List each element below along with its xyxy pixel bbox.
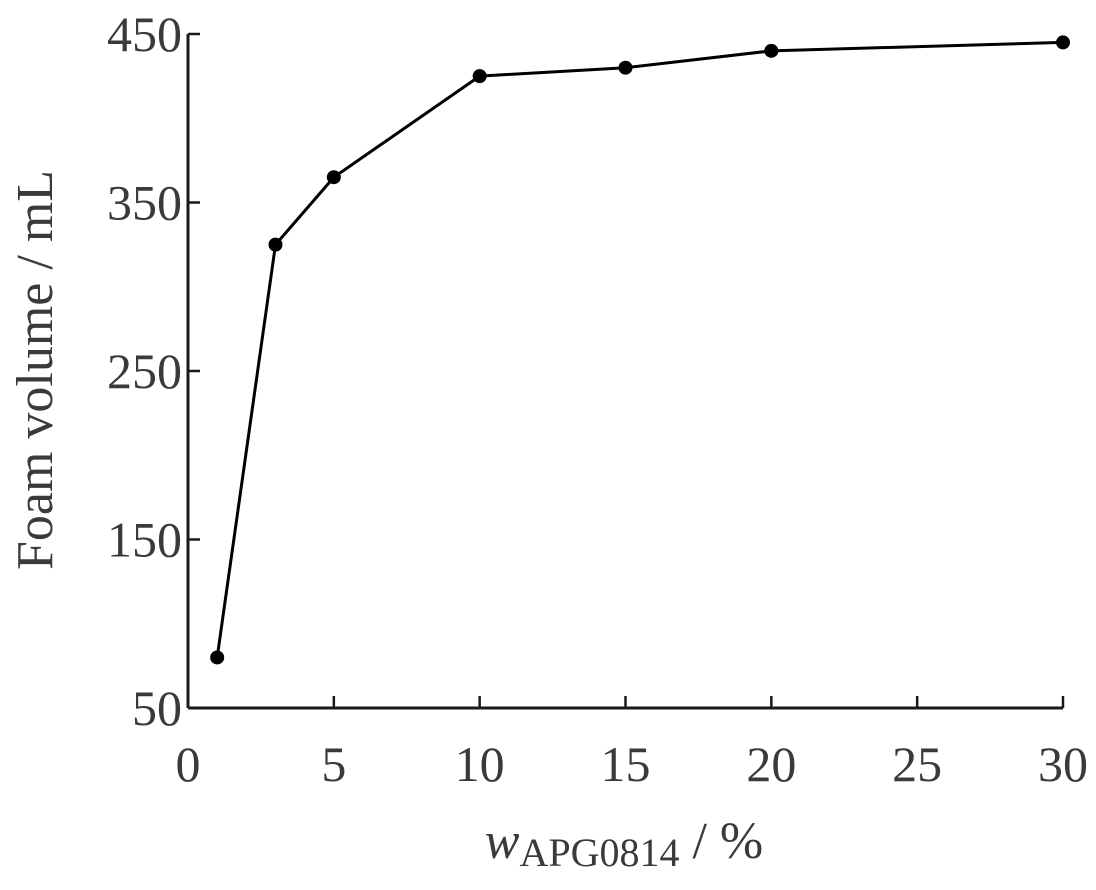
plot-area: [210, 35, 1070, 665]
data-point: [1056, 35, 1070, 50]
axes: [186, 34, 1063, 710]
data-point: [268, 237, 283, 252]
data-point: [764, 43, 779, 58]
x-tick-label: 30: [1038, 736, 1088, 792]
y-tick-label: 50: [132, 680, 182, 736]
x-tick-label: 15: [601, 736, 651, 792]
data-point: [618, 60, 633, 75]
x-tick-label: 5: [321, 736, 346, 792]
y-tick-label: 350: [107, 175, 182, 231]
x-axis-title: wAPG0814 / %: [485, 813, 763, 875]
x-axis-subscript: APG0814: [519, 830, 679, 875]
x-tick-label: 20: [746, 736, 796, 792]
y-tick-label: 250: [107, 343, 182, 399]
y-tick-label: 150: [107, 512, 182, 568]
y-ticks: 50 150 250 350 450: [107, 6, 200, 736]
x-axis-variable: w: [485, 813, 520, 870]
series-line: [215, 40, 1064, 658]
x-ticks: 0 5 10 15 20 25 30: [176, 696, 1088, 792]
y-axis-title: Foam volume / mL: [7, 170, 64, 570]
data-point: [210, 650, 225, 665]
x-axis-unit: / %: [679, 813, 763, 870]
x-tick-label: 10: [455, 736, 505, 792]
x-tick-label: 0: [176, 736, 201, 792]
data-point: [326, 170, 341, 185]
x-tick-label: 25: [892, 736, 942, 792]
data-point: [472, 69, 487, 84]
y-tick-label: 450: [107, 6, 182, 62]
